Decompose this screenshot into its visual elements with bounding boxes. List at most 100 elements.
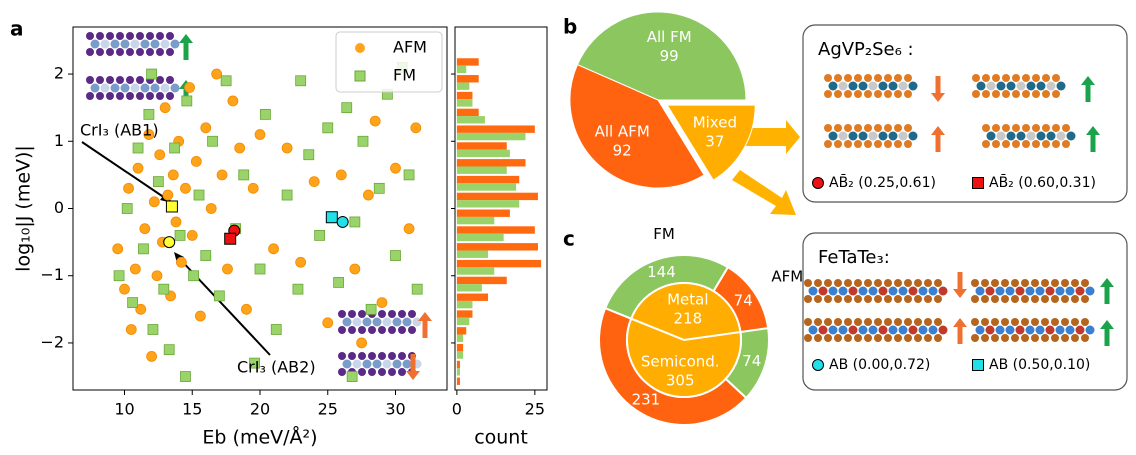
pie-slice <box>666 104 756 181</box>
atom <box>975 325 985 335</box>
atom <box>1022 140 1030 148</box>
data-point <box>349 216 361 228</box>
data-point <box>260 108 271 120</box>
data-point <box>194 310 206 322</box>
slice-label: Mixed <box>693 113 737 131</box>
spin-arrow <box>931 93 945 102</box>
atom <box>372 359 382 369</box>
highlight-point <box>165 200 178 213</box>
atom <box>985 286 995 296</box>
atom <box>1051 334 1059 342</box>
legend-marker <box>812 359 824 371</box>
atom <box>398 352 406 360</box>
atom <box>392 359 402 369</box>
atom <box>888 325 898 335</box>
spin-arrow <box>418 312 432 321</box>
atom <box>1052 124 1060 132</box>
data-point <box>200 250 212 261</box>
atom <box>858 286 868 296</box>
hist-bar <box>456 334 464 342</box>
atom <box>338 352 346 360</box>
x-tick-label: 0 <box>452 400 462 419</box>
spin-arrow <box>1100 320 1114 329</box>
pie-slice <box>576 11 747 101</box>
atom <box>991 279 999 287</box>
atom <box>918 325 928 335</box>
data-point <box>193 189 205 201</box>
data-point <box>123 182 134 194</box>
x-axis-label: count <box>474 427 528 449</box>
atom <box>834 318 842 326</box>
legend-label: AB (0.00,0.72) <box>829 357 930 373</box>
atom <box>382 317 392 327</box>
data-point <box>238 169 250 181</box>
atom <box>130 83 140 93</box>
atom <box>1085 325 1095 335</box>
atom <box>1002 140 1010 148</box>
data-point <box>281 142 293 154</box>
atom <box>854 74 862 82</box>
atom <box>1045 325 1055 335</box>
atom <box>110 39 120 49</box>
atom <box>992 140 1000 148</box>
data-point <box>158 283 170 295</box>
atom <box>804 279 812 287</box>
annotation: CrI₃ (AB1) <box>80 121 159 140</box>
data-point <box>146 68 157 80</box>
atom <box>348 326 356 334</box>
data-point <box>295 256 307 268</box>
atom <box>991 334 999 342</box>
atom <box>1075 286 1085 296</box>
atom <box>904 140 912 148</box>
atom <box>894 295 902 303</box>
atom <box>864 295 872 303</box>
inset-box <box>802 232 1128 391</box>
atom <box>338 368 346 376</box>
data-point <box>176 256 187 268</box>
atom <box>1035 286 1045 296</box>
legend-label: FM <box>393 66 416 85</box>
data-point <box>268 243 279 255</box>
atom <box>992 90 1000 98</box>
hist-bar <box>456 310 473 318</box>
atom <box>844 318 852 326</box>
atom <box>106 92 114 100</box>
hist-bar <box>456 226 535 234</box>
atom <box>130 39 140 49</box>
atom <box>136 76 144 84</box>
atom <box>884 334 892 342</box>
atom <box>894 279 902 287</box>
data-point <box>132 142 144 154</box>
atom <box>1055 325 1065 335</box>
atom <box>100 39 110 49</box>
atom <box>888 81 898 91</box>
spin-arrow <box>1100 278 1114 287</box>
atom <box>1042 140 1050 148</box>
atom <box>166 48 174 56</box>
atom <box>864 90 872 98</box>
data-point <box>356 337 368 349</box>
hist-bar <box>456 183 517 191</box>
atom <box>986 131 996 141</box>
atom <box>914 318 922 326</box>
highlight-point <box>325 211 338 224</box>
atom <box>1021 279 1029 287</box>
atom <box>878 131 888 141</box>
atom <box>100 83 110 93</box>
atom <box>904 295 912 303</box>
atom <box>934 279 942 287</box>
atom <box>848 81 858 91</box>
atom <box>874 295 882 303</box>
atom <box>1011 318 1019 326</box>
atom <box>814 295 822 303</box>
atom <box>166 92 174 100</box>
data-point <box>125 324 137 335</box>
hist-bar <box>456 159 526 167</box>
atom <box>982 74 990 82</box>
inner-wedge <box>626 317 742 398</box>
data-point <box>159 102 171 114</box>
data-point <box>249 357 260 369</box>
atom <box>914 279 922 287</box>
data-point <box>184 82 195 93</box>
data-point <box>180 182 191 194</box>
